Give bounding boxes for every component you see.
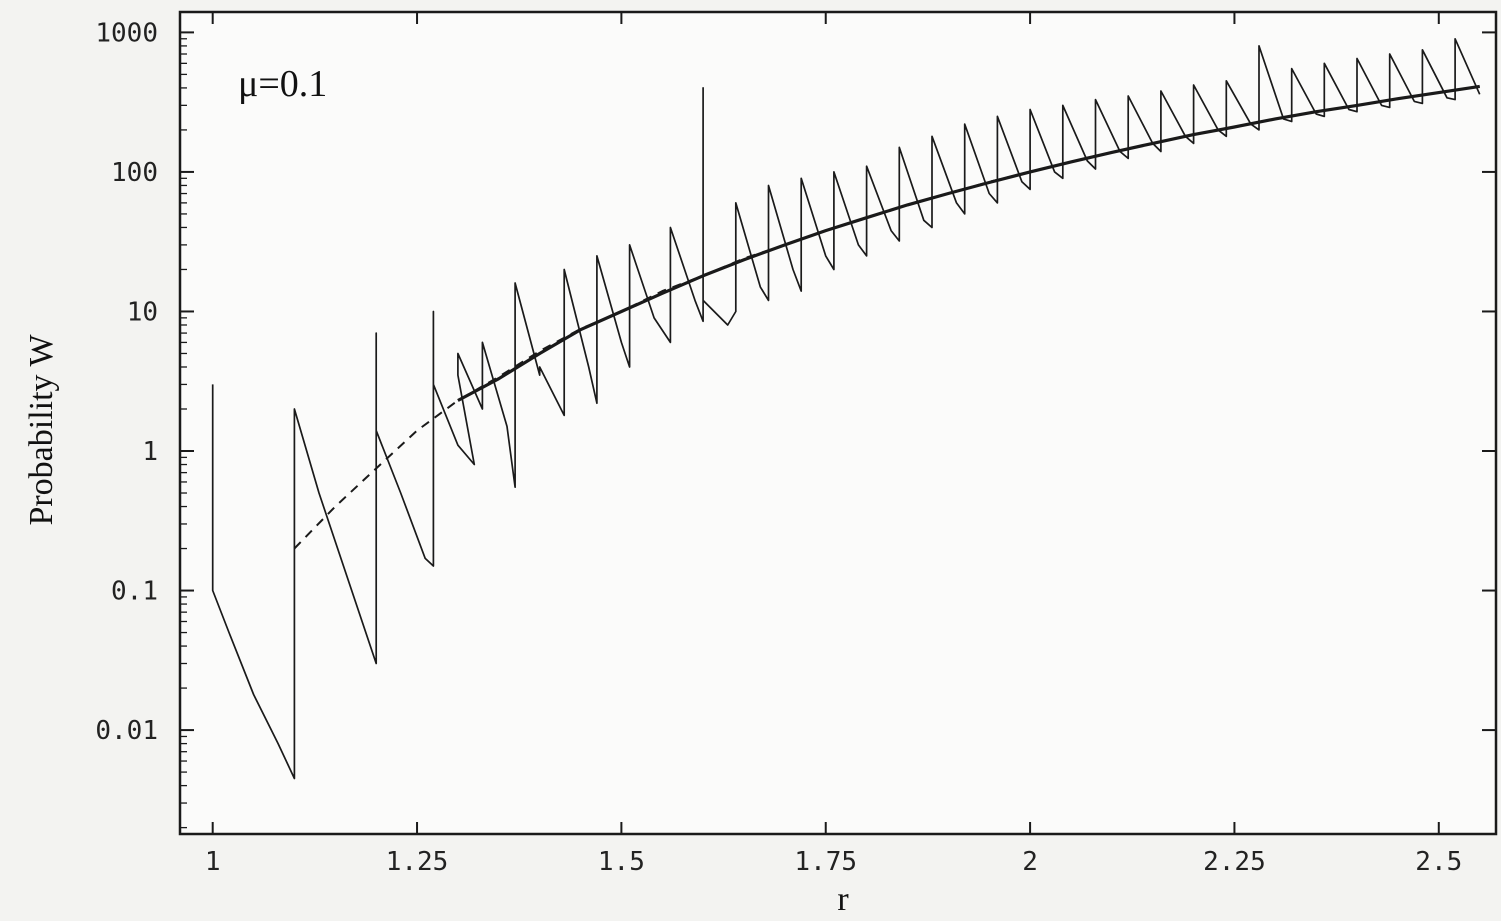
y-tick-label: 10 (127, 297, 158, 327)
y-tick-label: 1 (142, 437, 158, 467)
y-tick-label: 0.1 (111, 577, 158, 607)
x-tick-label: 2.5 (1415, 847, 1462, 877)
x-tick-label: 2 (1022, 847, 1038, 877)
plot-frame (178, 10, 1498, 836)
series-line-solid-smooth (457, 84, 1480, 402)
mu-annotation: μ=0.1 (238, 63, 327, 105)
series-layer (211, 37, 1481, 780)
x-tick-label: 1.5 (598, 847, 645, 877)
x-tick-label: 2.25 (1203, 847, 1266, 877)
x-tick-label: 1.75 (794, 847, 857, 877)
x-tick-label: 1 (205, 847, 221, 877)
x-axis-ticks: 1 1.25 1.5 1.75 2 2.25 2.5 (205, 12, 1462, 877)
y-axis-label: Probability W (23, 334, 60, 526)
y-tick-label: 1000 (95, 18, 158, 48)
x-tick-label: 1.25 (386, 847, 449, 877)
y-tick-label: 0.01 (95, 716, 158, 746)
y-axis-ticks: 0.01 0.1 1 10 100 1000 (95, 18, 1496, 829)
x-axis-label: r (837, 881, 849, 918)
series-line-solid-oscillating (211, 37, 1481, 780)
y-tick-label: 100 (111, 158, 158, 188)
